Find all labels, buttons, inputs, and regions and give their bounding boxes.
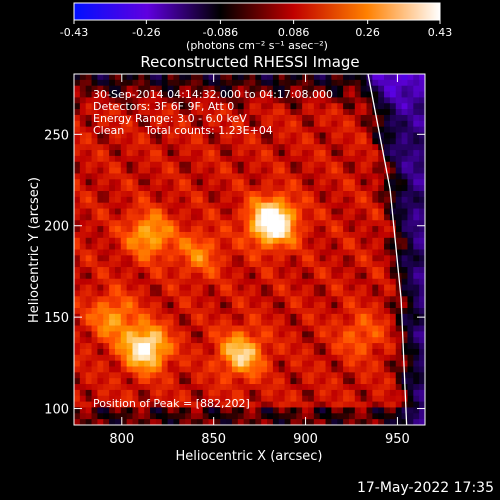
- plot-area: 800 850 900 950 100 150 200 250: [44, 73, 426, 447]
- colorbar-gradient: [73, 2, 441, 21]
- colorbar-unit-label: (photons cm⁻² s⁻¹ asec⁻²): [186, 39, 328, 52]
- x-tick-label: 850: [201, 432, 226, 447]
- colorbar-ticks: -0.43 -0.26 -0.086 0.086 0.26 0.43: [60, 20, 452, 39]
- colorbar-tick-label: 0.086: [278, 26, 310, 39]
- colorbar-tick-label: -0.086: [203, 26, 238, 39]
- x-tick-label: 950: [385, 432, 410, 447]
- colorbar-tick-label: 0.43: [428, 26, 453, 39]
- annotation-detectors: Detectors: 3F 6F 9F, Att 0: [93, 100, 234, 113]
- annotation-clean: Clean: [93, 124, 124, 137]
- colorbar-tick-label: -0.43: [60, 26, 88, 39]
- colorbar-tick-label: -0.26: [132, 26, 160, 39]
- plot-frame: [73, 73, 426, 426]
- axis-ticks: 800 850 900 950 100 150 200 250: [44, 74, 425, 447]
- y-tick-label: 250: [44, 128, 69, 143]
- annotation-energy-range: Energy Range: 3.0 - 6.0 keV: [93, 112, 247, 125]
- x-tick-label: 900: [293, 432, 318, 447]
- footer-timestamp: 17-May-2022 17:35: [356, 480, 494, 496]
- x-axis-label: Heliocentric X (arcsec): [176, 449, 323, 464]
- annotation-total-counts: Total counts: 1.23E+04: [144, 124, 273, 137]
- annotation-time-range: 30-Sep-2014 04:14:32.000 to 04:17:08.000: [93, 88, 333, 101]
- y-tick-label: 200: [44, 220, 69, 235]
- solar-limb-curve: [367, 74, 408, 425]
- y-tick-label: 100: [44, 403, 69, 418]
- annotation-block: 30-Sep-2014 04:14:32.000 to 04:17:08.000…: [93, 88, 333, 410]
- y-tick-label: 150: [44, 311, 69, 326]
- y-axis-label: Heliocentric Y (arcsec): [27, 177, 42, 323]
- chart-title: Reconstructed RHESSI Image: [140, 53, 359, 71]
- colorbar-tick-label: 0.26: [355, 26, 380, 39]
- colorbar: -0.43 -0.26 -0.086 0.086 0.26 0.43 (photons c…: [60, 2, 452, 52]
- heatmap-image: [74, 74, 425, 425]
- peak-position-label: Position of Peak = [882,202]: [93, 397, 250, 410]
- x-tick-label: 800: [109, 432, 134, 447]
